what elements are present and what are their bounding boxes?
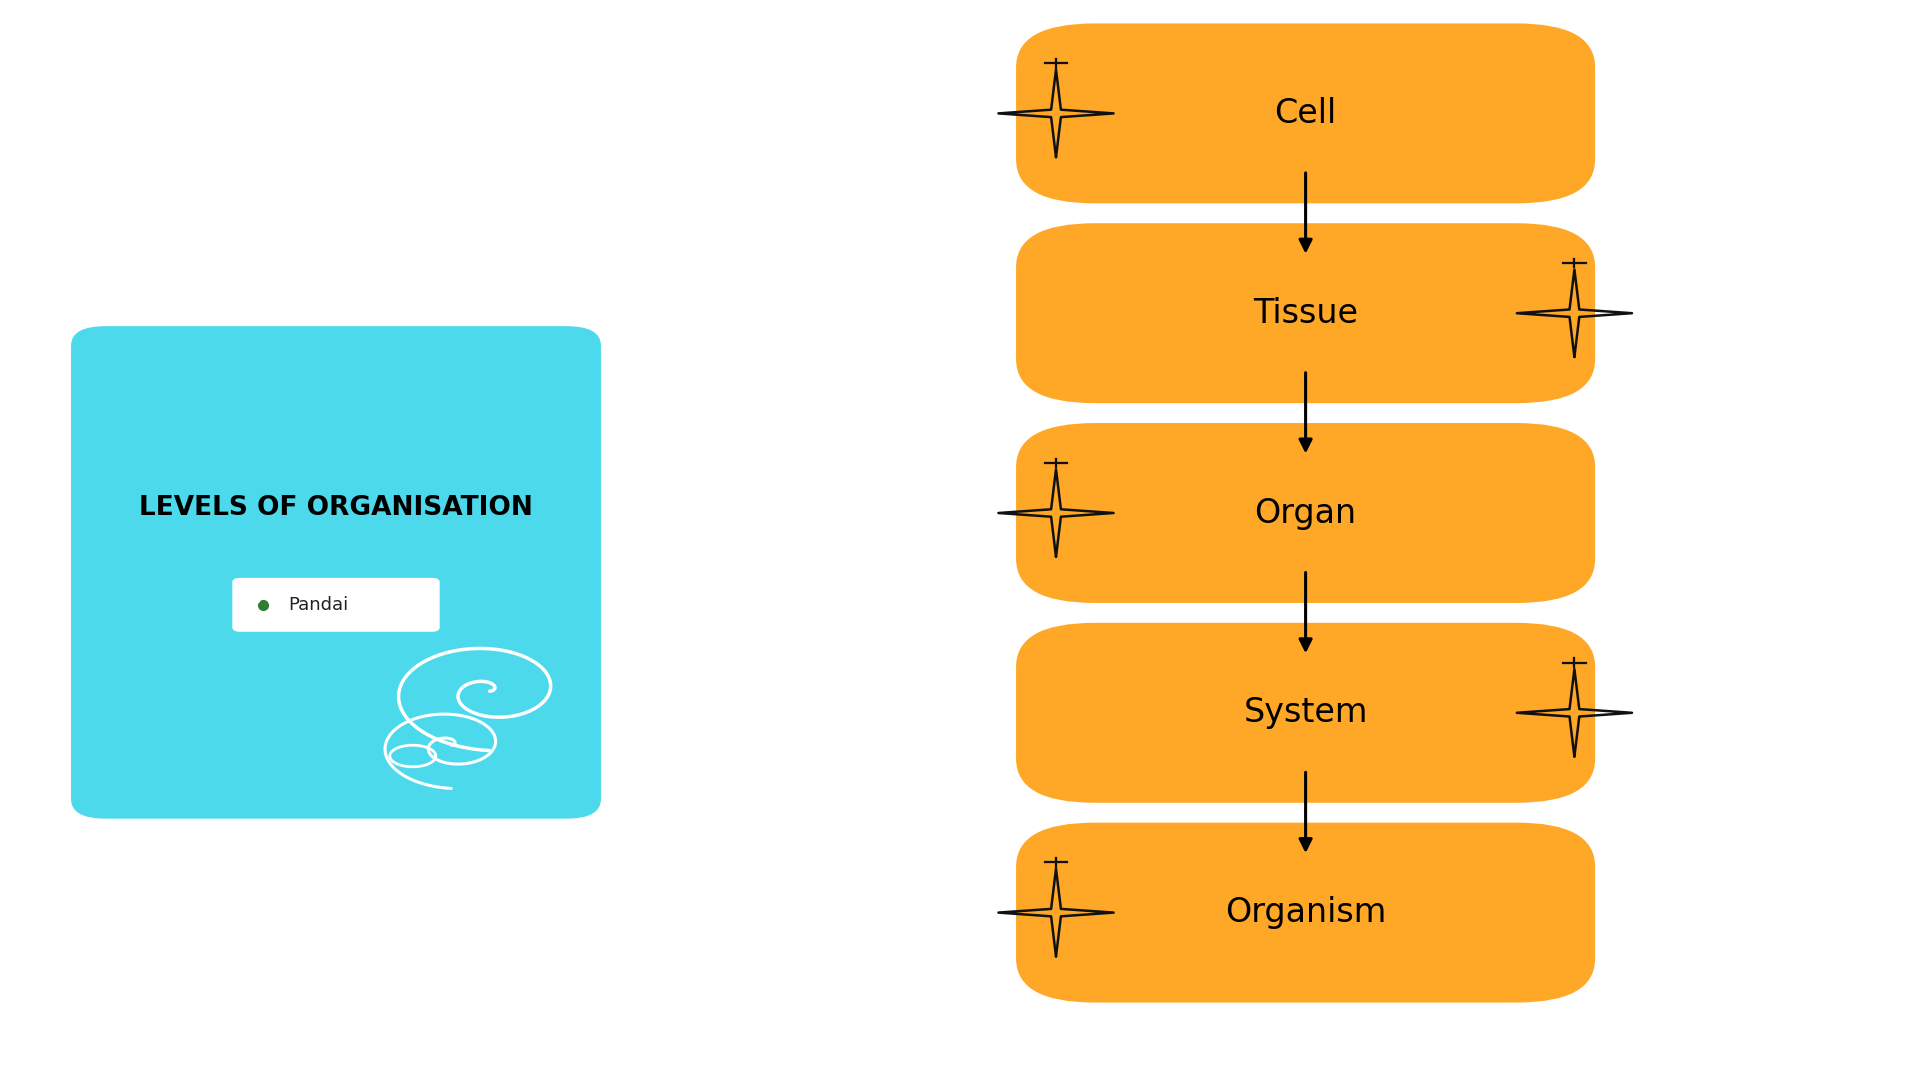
Text: LEVELS OF ORGANISATION: LEVELS OF ORGANISATION	[138, 495, 534, 521]
FancyBboxPatch shape	[1016, 423, 1596, 603]
FancyBboxPatch shape	[1016, 224, 1596, 403]
FancyBboxPatch shape	[1016, 24, 1596, 203]
Text: Organ: Organ	[1254, 497, 1357, 529]
Text: System: System	[1244, 697, 1367, 729]
FancyBboxPatch shape	[1016, 823, 1596, 1002]
Text: Organism: Organism	[1225, 896, 1386, 929]
Text: Cell: Cell	[1275, 97, 1336, 130]
FancyBboxPatch shape	[232, 578, 440, 632]
FancyBboxPatch shape	[71, 326, 601, 819]
FancyBboxPatch shape	[1016, 623, 1596, 802]
Text: Tissue: Tissue	[1254, 297, 1357, 329]
Text: Pandai: Pandai	[288, 596, 348, 613]
